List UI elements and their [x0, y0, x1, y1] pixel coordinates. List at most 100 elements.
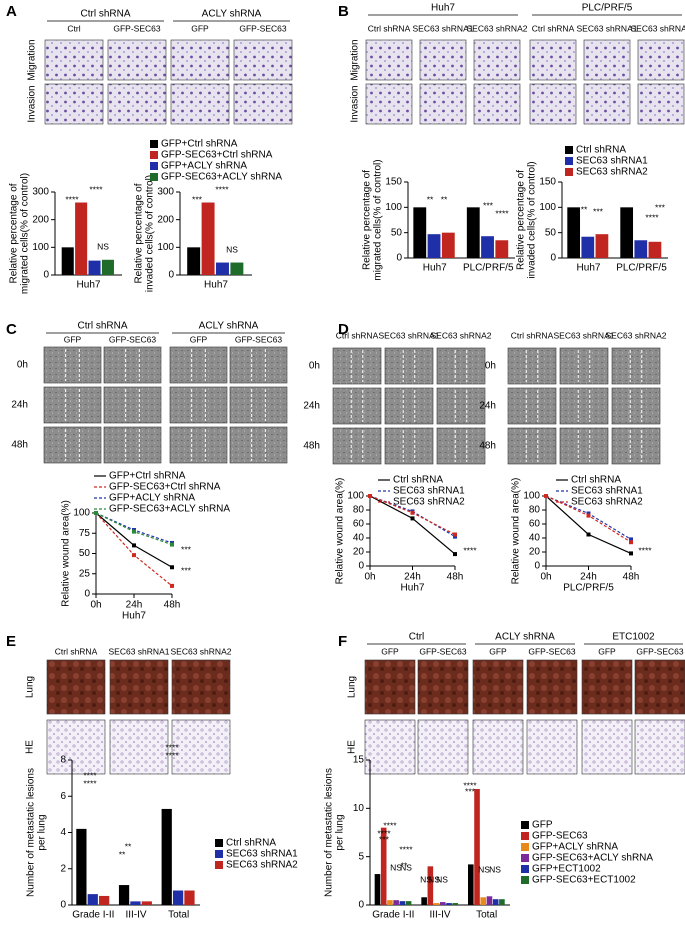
row-label: Invasion: [27, 85, 38, 122]
point: [170, 542, 174, 547]
y-tick-label: 0: [358, 900, 364, 911]
significance: ****: [83, 770, 97, 780]
micrograph: [384, 387, 434, 425]
column-label: GFP-SEC63: [109, 334, 157, 344]
column-label: SEC63 shRNA2: [431, 330, 492, 340]
bar: [634, 240, 648, 258]
y-tick-label: 0: [84, 589, 90, 600]
significance: ****: [383, 820, 397, 830]
legend-swatch: [565, 157, 573, 165]
bar: [87, 894, 98, 905]
x-tick-label: 0h: [90, 600, 101, 611]
significance: NS: [489, 864, 501, 874]
x-tick-label: PLC/PRF/5: [616, 263, 667, 274]
significance: ***: [655, 202, 666, 212]
significance: ***: [181, 544, 192, 554]
group-label: ACLY shRNA: [495, 632, 555, 643]
point: [586, 511, 591, 516]
row-label: 48h: [11, 440, 28, 451]
bar: [474, 789, 480, 905]
micrograph: [436, 347, 486, 385]
bar: [648, 241, 662, 258]
micrograph: [365, 83, 413, 125]
micrograph: [529, 39, 577, 81]
column-label: SEC63 shRNA2: [467, 23, 528, 33]
bar: [101, 259, 114, 275]
panel-letter: F: [338, 633, 347, 650]
x-axis-label: Huh7: [122, 611, 146, 622]
legend-swatch: [215, 839, 223, 847]
legend-label: GFP+Ctrl shRNA: [161, 139, 238, 150]
y-axis-label: invaded cells(% of control): [527, 161, 538, 278]
micrograph: [472, 719, 524, 775]
y-tick-label: 100: [385, 202, 402, 213]
x-axis-label: Huh7: [401, 583, 425, 594]
y-tick-label: 100: [157, 242, 174, 253]
column-label: Ctrl shRNA: [368, 23, 411, 33]
micrograph: [43, 346, 102, 384]
legend-label: SEC63 shRNA2: [576, 167, 648, 178]
bar: [76, 828, 87, 905]
bar: [141, 901, 152, 905]
micrograph: [419, 39, 467, 81]
column-label: GFP-SEC63: [235, 334, 283, 344]
group-label: ETC1002: [612, 632, 655, 643]
column-label: GFP: [190, 334, 208, 344]
micrograph: [419, 83, 467, 125]
micrograph: [169, 346, 228, 384]
column-label: GFP-SEC63: [113, 23, 161, 33]
micrograph: [581, 719, 633, 775]
micrograph: [107, 83, 167, 125]
y-tick-label: 100: [523, 491, 540, 502]
legend-swatch: [215, 861, 223, 869]
legend-label: GFP-SEC63+Ctrl shRNA: [109, 482, 221, 493]
y-tick-label: 0: [534, 561, 540, 572]
micrograph: [436, 387, 486, 425]
micrograph: [332, 347, 382, 385]
column-label: SEC63 shRNA1: [554, 330, 615, 340]
bar: [480, 897, 487, 905]
bar: [393, 900, 399, 905]
significance: ***: [483, 200, 494, 210]
x-tick-label: Huh7: [577, 263, 601, 274]
bar: [581, 236, 595, 258]
bar: [161, 808, 172, 905]
legend-label: Ctrl shRNA: [576, 145, 626, 156]
point: [132, 543, 136, 548]
micrograph: [364, 719, 416, 775]
legend-swatch: [521, 821, 529, 829]
point: [132, 553, 136, 558]
micrograph: [332, 387, 382, 425]
significance: ***: [593, 206, 604, 216]
point: [170, 565, 174, 570]
bar: [440, 902, 446, 905]
y-tick-label: 8: [60, 755, 66, 766]
legend-label: SEC63 shRNA1: [576, 156, 648, 167]
micrograph: [233, 39, 293, 81]
micrograph: [169, 386, 228, 424]
line-series: [95, 512, 173, 544]
y-tick-label: 200: [157, 214, 174, 225]
row-label: Migration: [350, 39, 361, 80]
column-label: SEC63 shRNA2: [171, 646, 232, 656]
bar: [495, 240, 509, 258]
y-tick-label: 150: [539, 177, 556, 188]
y-tick-label: 0: [550, 253, 556, 264]
significance: NS: [97, 241, 109, 251]
legend-label: SEC63 shRNA2: [571, 497, 643, 508]
micrograph: [103, 346, 162, 384]
bar: [427, 866, 434, 905]
bar: [433, 903, 440, 905]
y-tick-label: 100: [73, 508, 90, 519]
row-label: 48h: [303, 441, 320, 452]
y-axis-label: Relative percentage of: [134, 183, 145, 283]
micrograph: [637, 83, 685, 125]
micrograph: [171, 659, 231, 715]
group-label: Huh7: [431, 3, 455, 14]
point: [629, 551, 633, 556]
y-tick-label: 80: [353, 505, 365, 516]
bar: [427, 234, 441, 258]
point: [629, 537, 633, 542]
legend-label: GFP-SEC63+ACLY shRNA: [161, 172, 282, 183]
bar: [172, 890, 184, 905]
